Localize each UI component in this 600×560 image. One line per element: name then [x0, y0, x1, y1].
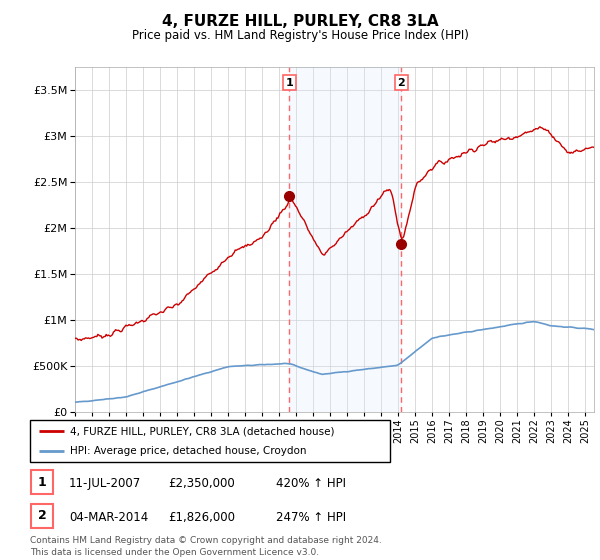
Text: 1: 1 [286, 78, 293, 88]
Text: 247% ↑ HPI: 247% ↑ HPI [276, 511, 346, 524]
Text: £1,826,000: £1,826,000 [168, 511, 235, 524]
Text: Price paid vs. HM Land Registry's House Price Index (HPI): Price paid vs. HM Land Registry's House … [131, 29, 469, 42]
Text: 4, FURZE HILL, PURLEY, CR8 3LA: 4, FURZE HILL, PURLEY, CR8 3LA [161, 14, 439, 29]
Text: 04-MAR-2014: 04-MAR-2014 [69, 511, 148, 524]
Text: HPI: Average price, detached house, Croydon: HPI: Average price, detached house, Croy… [70, 446, 306, 456]
Text: 2: 2 [397, 78, 405, 88]
Text: 4, FURZE HILL, PURLEY, CR8 3LA (detached house): 4, FURZE HILL, PURLEY, CR8 3LA (detached… [70, 426, 334, 436]
Text: Contains HM Land Registry data © Crown copyright and database right 2024.
This d: Contains HM Land Registry data © Crown c… [30, 536, 382, 557]
Bar [289, 67, 401, 412]
Text: 11-JUL-2007: 11-JUL-2007 [69, 477, 141, 490]
Text: 420% ↑ HPI: 420% ↑ HPI [276, 477, 346, 490]
Text: 2: 2 [38, 509, 46, 522]
Text: 1: 1 [38, 475, 46, 489]
Text: £2,350,000: £2,350,000 [168, 477, 235, 490]
